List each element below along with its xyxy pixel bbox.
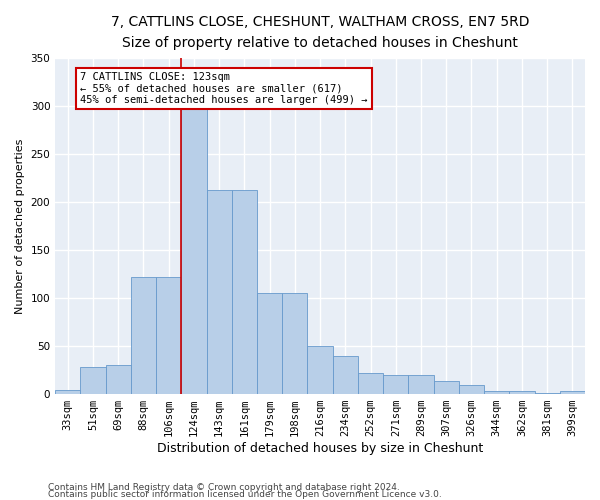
Bar — [156, 277, 181, 394]
Bar — [106, 366, 131, 394]
Bar — [409, 375, 434, 394]
Bar — [484, 391, 509, 394]
Bar — [181, 82, 206, 394]
Bar — [535, 393, 560, 394]
Bar — [307, 346, 332, 394]
Bar — [206, 190, 232, 394]
Bar — [80, 367, 106, 394]
Y-axis label: Number of detached properties: Number of detached properties — [15, 138, 25, 314]
Bar — [434, 380, 459, 394]
Text: Contains public sector information licensed under the Open Government Licence v3: Contains public sector information licen… — [48, 490, 442, 499]
Text: Contains HM Land Registry data © Crown copyright and database right 2024.: Contains HM Land Registry data © Crown c… — [48, 484, 400, 492]
Bar — [459, 386, 484, 394]
Title: 7, CATTLINS CLOSE, CHESHUNT, WALTHAM CROSS, EN7 5RD
Size of property relative to: 7, CATTLINS CLOSE, CHESHUNT, WALTHAM CRO… — [111, 15, 529, 50]
Bar — [257, 293, 282, 394]
Bar — [560, 391, 585, 394]
Bar — [332, 356, 358, 394]
Bar — [282, 293, 307, 394]
Bar — [358, 373, 383, 394]
Bar — [131, 277, 156, 394]
Bar — [383, 375, 409, 394]
Bar — [55, 390, 80, 394]
Bar — [232, 190, 257, 394]
X-axis label: Distribution of detached houses by size in Cheshunt: Distribution of detached houses by size … — [157, 442, 483, 455]
Text: 7 CATTLINS CLOSE: 123sqm
← 55% of detached houses are smaller (617)
45% of semi-: 7 CATTLINS CLOSE: 123sqm ← 55% of detach… — [80, 72, 368, 106]
Bar — [509, 391, 535, 394]
